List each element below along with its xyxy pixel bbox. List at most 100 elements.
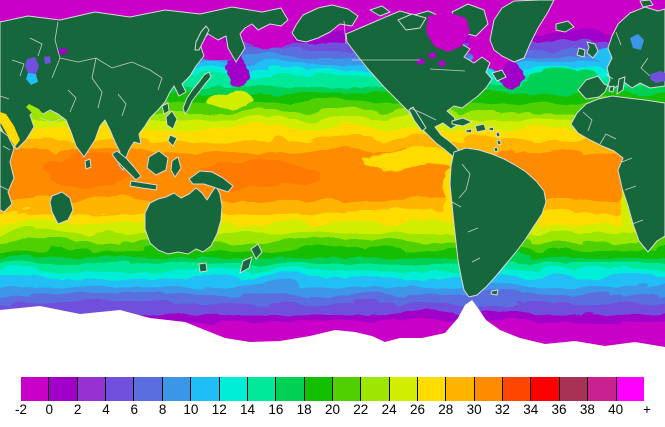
colorbar-segment (276, 377, 305, 401)
colorbar-segment (446, 377, 475, 401)
colorbar-tick-label: 24 (381, 402, 397, 417)
colorbar-segment (304, 377, 333, 401)
landmass-taiwan (161, 102, 170, 115)
colorbar-segment (106, 377, 135, 401)
colorbar-segment (616, 377, 644, 401)
landmass-sardinia (608, 85, 615, 93)
colorbar-tick-label: 34 (523, 402, 539, 417)
colorbar-tick-label: -2 (14, 402, 28, 417)
landmass-tasmania (198, 262, 208, 273)
persian-gulf (26, 104, 44, 118)
landmass-alaska (291, 4, 359, 43)
landmass-puerto-rico (488, 126, 495, 132)
caspian-sea-north (25, 57, 39, 74)
colorbar-tick-label: 14 (240, 402, 256, 417)
colorbar-tick-label: 38 (579, 402, 595, 417)
colorbar-segment (49, 377, 78, 401)
landmass-antilles-3 (493, 146, 499, 153)
kuroshio-warm-patch (202, 87, 254, 105)
colorbar-segment (21, 377, 50, 401)
colorbar-tick-label: 22 (353, 402, 369, 417)
hudson-bay (426, 12, 470, 52)
baltic-sea (630, 34, 644, 50)
colorbar-segment (361, 377, 390, 401)
country-borders (0, 20, 651, 263)
caspian-sea-south (26, 73, 38, 85)
aral-sea (44, 56, 51, 64)
landmass-svalbard (639, 0, 654, 8)
colorbar-tick-label: 12 (211, 402, 227, 417)
landmass-madagascar (49, 191, 74, 225)
colorbar-tick-label: 26 (409, 402, 425, 417)
landmass-new-zealand-south (239, 256, 253, 274)
landmass-antilles-2 (496, 139, 502, 146)
colorbar-segment (134, 377, 163, 401)
colorbar-segment (531, 377, 560, 401)
landmass-sulawesi (170, 156, 182, 178)
black-sea (650, 71, 665, 83)
landmass-europe (577, 6, 665, 100)
colorbar-tick-label: 2 (73, 402, 82, 417)
map-svg (0, 0, 665, 371)
colorbar-segment (247, 377, 277, 401)
landmass-east-africa-strip (0, 129, 15, 213)
landmass-antilles-1 (495, 131, 501, 138)
landmass-africa (570, 95, 665, 253)
antarctica-ice (0, 300, 665, 371)
colorbar-segment (191, 377, 220, 401)
landmass-mindanao (167, 134, 178, 147)
colorbar-tick-label: + (643, 402, 651, 417)
landmass-arctic-island-1 (397, 13, 427, 31)
landmass-newfoundland (491, 69, 507, 82)
colorbar-segment (389, 377, 419, 401)
landmass-new-zealand-north (250, 243, 263, 260)
red-sea (0, 112, 20, 147)
world-sst-map (0, 0, 665, 371)
landmass-arctic-island-3 (369, 5, 391, 17)
colorbar-tick-label: 6 (130, 402, 139, 417)
landmass-eurasia (0, 6, 289, 171)
landmass-sri-lanka (84, 158, 92, 170)
landmass-falklands (490, 289, 499, 296)
colorbar-tick-label: 36 (551, 402, 567, 417)
colorbar-tick-label: 0 (45, 402, 54, 417)
landmass-baja-california (408, 106, 427, 132)
lake-balkhash (58, 48, 68, 55)
inland-seas (0, 12, 665, 147)
colorbar-tick-label: 10 (183, 402, 199, 417)
colorbar-segment (474, 377, 504, 401)
colorbar-segment (77, 377, 107, 401)
colorbar-segment (219, 377, 248, 401)
colorbar-tick-label: 30 (466, 402, 482, 417)
colorbar-segment (588, 377, 617, 401)
landmass-hispaniola (474, 123, 487, 133)
colorbar-segment (332, 377, 362, 401)
colorbar-segment (503, 377, 532, 401)
colorbar-segment (559, 377, 589, 401)
landmasses (0, 0, 665, 298)
temperature-colorbar (21, 377, 644, 401)
great-lake-3 (438, 60, 446, 67)
colorbar-tick-label: 18 (296, 402, 312, 417)
colorbar-tick-label: 20 (324, 402, 341, 417)
landmass-australia (144, 185, 223, 255)
landmass-italy (616, 76, 626, 95)
landmass-ireland (576, 47, 586, 58)
landmass-philippines (165, 110, 178, 130)
landmass-uk (586, 41, 599, 59)
colorbar-tick-label: 16 (268, 402, 284, 417)
landmass-japan (182, 71, 212, 115)
landmass-new-guinea (188, 170, 234, 193)
colorbar-tick-labels: -2 0 2 4 6 8 10 12 14 16 18 20 22 24 26 … (15, 402, 665, 420)
colorbar-tick-label: 8 (158, 402, 167, 417)
landmass-borneo (146, 150, 169, 176)
landmass-greenland (489, 0, 555, 63)
landmass-south-america (449, 147, 547, 298)
landmass-jamaica (465, 128, 473, 134)
colorbar-segment (162, 377, 192, 401)
colorbar-segment (418, 377, 447, 401)
colorbar-tick-label: 4 (102, 402, 110, 417)
great-lake-2 (428, 52, 437, 59)
landmass-iceland (555, 20, 575, 33)
